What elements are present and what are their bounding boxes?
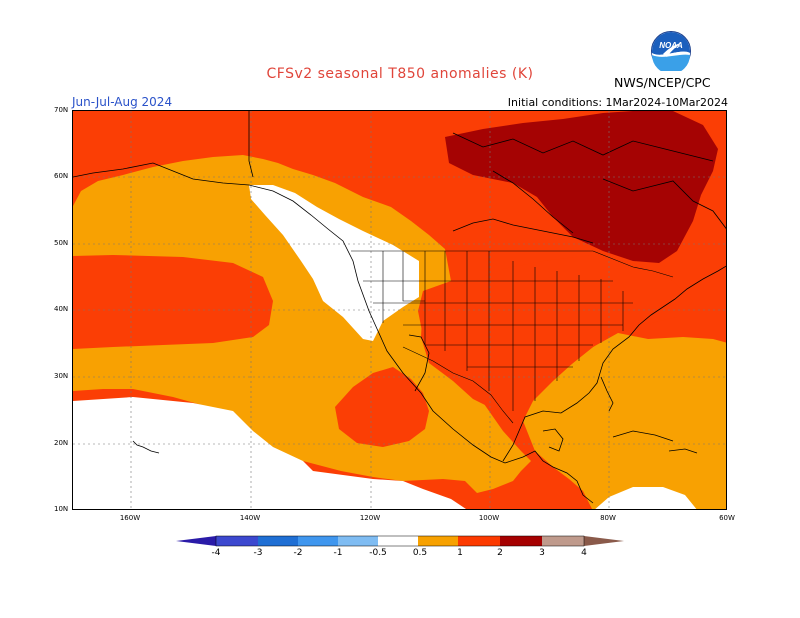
political-borders <box>351 250 674 424</box>
lat-label-50n: 50N <box>54 239 69 247</box>
legend-swatch-minus4-minus3 <box>216 536 258 546</box>
lon-label-80w: 80W <box>600 514 616 522</box>
lat-label-70n: 70N <box>54 106 69 114</box>
anomaly-map-svg <box>73 111 726 509</box>
anomaly-region-2-3-canada <box>445 111 718 263</box>
legend-swatch-minus3-minus2 <box>258 536 298 546</box>
coastlines <box>73 111 726 504</box>
legend-label-minus0p5: -0.5 <box>369 548 387 558</box>
noaa-logo-icon: NOAA <box>651 31 691 71</box>
lon-label-120w: 120W <box>359 514 381 522</box>
lon-label-60w: 60W <box>719 514 735 522</box>
lat-label-60n: 60N <box>54 172 69 180</box>
lat-label-10n: 10N <box>54 505 69 513</box>
color-legend <box>176 535 624 547</box>
lon-label-160w: 160W <box>119 514 141 522</box>
anomaly-region-1-2-westpacific <box>73 255 273 349</box>
legend-outline <box>215 535 585 547</box>
legend-label-0p5: 0.5 <box>412 548 428 558</box>
legend-swatch-neutral <box>378 536 418 546</box>
lon-label-100w: 100W <box>478 514 500 522</box>
legend-label-minus3: -3 <box>253 548 263 558</box>
legend-swatch-0p5-1 <box>418 536 458 546</box>
anomaly-region-neutral-westcoast <box>249 185 419 341</box>
svg-text:NOAA: NOAA <box>659 41 683 50</box>
map-title: CFSv2 seasonal T850 anomalies (K) <box>266 66 534 82</box>
legend-swatch-gt-4 <box>584 536 624 546</box>
lat-label-30n: 30N <box>54 372 69 380</box>
graticule <box>73 111 726 509</box>
legend-label-3: 3 <box>539 548 545 558</box>
anomaly-region-1-2-subtropical <box>335 367 429 447</box>
legend-swatch-minus2-minus1 <box>298 536 338 546</box>
season-label: Jun-Jul-Aug 2024 <box>72 95 173 109</box>
legend-swatch-minus1-minus0p5 <box>338 536 378 546</box>
legend-label-minus2: -2 <box>293 548 303 558</box>
legend-swatch-2-3 <box>500 536 542 546</box>
legend-label-minus4: -4 <box>211 548 221 558</box>
lon-label-140w: 140W <box>239 514 261 522</box>
lat-label-20n: 20N <box>54 439 69 447</box>
legend-swatch-lt-minus4 <box>176 536 216 546</box>
lat-label-40n: 40N <box>54 305 69 313</box>
legend-label-4: 4 <box>581 548 587 558</box>
anomaly-region-neutral-hawaii <box>73 397 466 509</box>
legend-label-1: 1 <box>457 548 463 558</box>
initial-conditions-label: Initial conditions: 1Mar2024-10Mar2024 <box>507 96 728 109</box>
legend-swatch-3-4 <box>542 536 584 546</box>
legend-swatch-1-2 <box>458 536 500 546</box>
anomaly-map <box>72 110 727 510</box>
agency-label: NWS/NCEP/CPC <box>614 75 711 90</box>
legend-label-2: 2 <box>497 548 503 558</box>
anomaly-region-neutral-caribbean <box>595 487 697 509</box>
legend-label-minus1: -1 <box>333 548 343 558</box>
